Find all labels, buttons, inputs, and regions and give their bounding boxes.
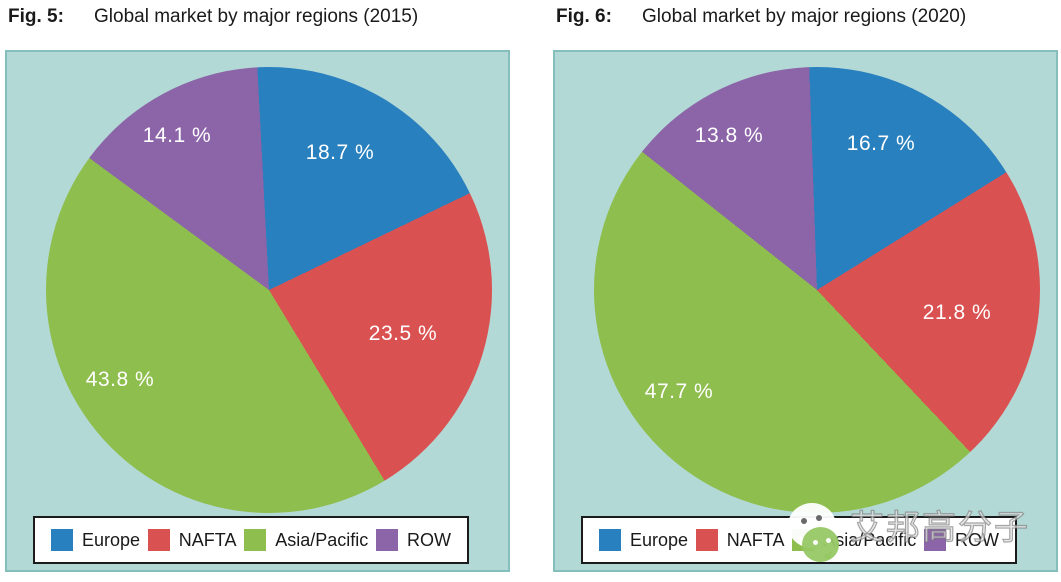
legend-label-europe: Europe — [82, 529, 141, 550]
legend-label-europe: Europe — [630, 529, 689, 550]
legend-swatch-europe — [51, 529, 73, 551]
chart-panel: 18.7 % 23.5 % 43.8 % 14.1 % Europe NAFTA… — [5, 50, 510, 572]
chart-panel: 16.7 % 21.8 % 47.7 % 13.8 % Europe NAFTA… — [553, 50, 1058, 572]
legend-swatch-nafta — [695, 529, 718, 551]
legend-item-nafta: NAFTA — [147, 529, 237, 551]
legend-swatch-europe — [599, 529, 621, 551]
legend-item-asia-pacific: Asia/Pacific — [792, 529, 916, 551]
figure-title-row: Fig. 5: Global market by major regions (… — [8, 6, 418, 28]
slice-label-asia-pacific: 47.7 % — [644, 380, 714, 403]
legend: Europe NAFTA Asia/Pacific ROW — [581, 516, 1017, 564]
legend-swatch-row — [923, 529, 946, 551]
slice-label-europe: 18.7 % — [305, 141, 375, 164]
legend-label-asia-pacific: Asia/Pacific — [823, 529, 917, 550]
pie-chart-2015 — [46, 67, 492, 513]
pie-chart-2020 — [594, 67, 1040, 513]
figure-title-row: Fig. 6: Global market by major regions (… — [556, 6, 966, 28]
figure-heading: Global market by major regions (2015) — [94, 6, 419, 27]
figure-2020: Fig. 6: Global market by major regions (… — [553, 0, 1058, 582]
figure-number-label: Fig. 6: — [556, 6, 612, 27]
figure-heading: Global market by major regions (2020) — [642, 6, 967, 27]
slice-label-row: 13.8 % — [694, 124, 764, 147]
legend-item-nafta: NAFTA — [695, 529, 785, 551]
legend-item-europe: Europe — [51, 529, 140, 551]
legend-item-asia-pacific: Asia/Pacific — [244, 529, 368, 551]
legend-item-row: ROW — [923, 529, 999, 551]
legend-item-row: ROW — [375, 529, 451, 551]
legend-item-europe: Europe — [599, 529, 688, 551]
figure-number-label: Fig. 5: — [8, 6, 64, 27]
legend-swatch-nafta — [147, 529, 170, 551]
legend-label-row: ROW — [954, 529, 999, 550]
legend-swatch-asia-pacific — [244, 529, 267, 551]
figure-2015: Fig. 5: Global market by major regions (… — [5, 0, 510, 582]
slice-label-nafta: 23.5 % — [368, 322, 438, 345]
legend-label-nafta: NAFTA — [178, 529, 237, 550]
legend: Europe NAFTA Asia/Pacific ROW — [33, 516, 469, 564]
slice-label-europe: 16.7 % — [846, 132, 916, 155]
legend-label-nafta: NAFTA — [726, 529, 785, 550]
legend-swatch-row — [375, 529, 398, 551]
legend-label-row: ROW — [406, 529, 451, 550]
slice-label-asia-pacific: 43.8 % — [85, 368, 155, 391]
legend-label-asia-pacific: Asia/Pacific — [275, 529, 369, 550]
slice-label-nafta: 21.8 % — [922, 301, 992, 324]
slice-label-row: 14.1 % — [142, 124, 212, 147]
legend-swatch-asia-pacific — [792, 529, 815, 551]
